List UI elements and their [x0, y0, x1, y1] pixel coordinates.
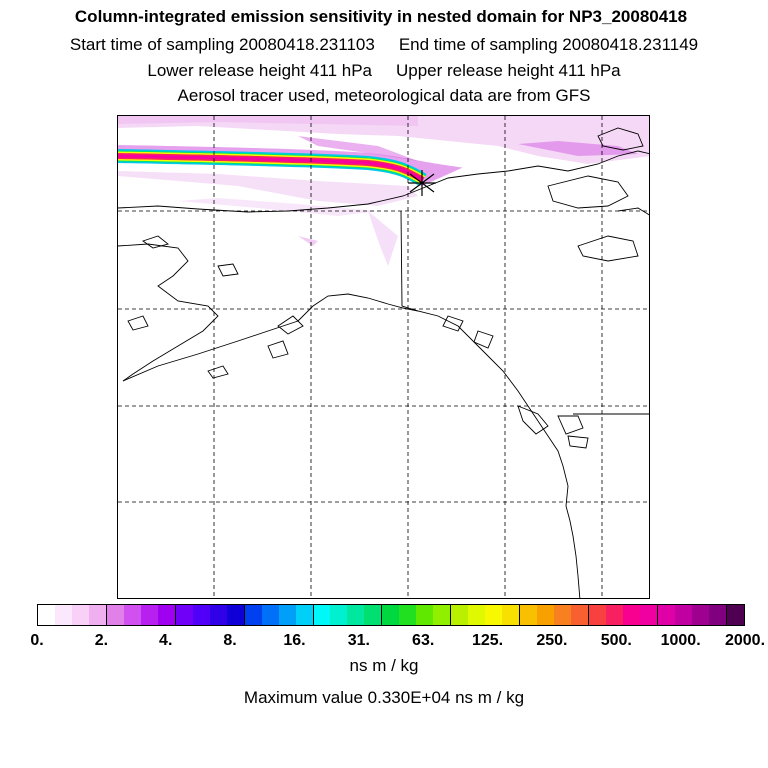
colorbar-tick-label: 4. [159, 632, 173, 649]
colorbar-tick-label: 63. [412, 632, 435, 649]
colorbar-swatch [382, 605, 400, 625]
colorbar-swatch [622, 605, 640, 625]
colorbar-swatch [71, 605, 89, 625]
colorbar-swatch [691, 605, 709, 625]
colorbar-swatch [295, 605, 314, 625]
colorbar-tick-label: 500. [600, 632, 632, 649]
sampling-times: Start time of sampling 20080418.231103 En… [0, 35, 768, 55]
start-time-label: Start time of sampling 20080418.231103 [69, 35, 375, 54]
colorbar-swatch [209, 605, 227, 625]
colorbar-swatch [244, 605, 262, 625]
colorbar-swatch [54, 605, 72, 625]
colorbar-swatch [278, 605, 296, 625]
colorbar-swatch [175, 605, 193, 625]
colorbar-swatch [433, 605, 452, 625]
colorbar-tick-label: 250. [536, 632, 568, 649]
colorbar-swatch [157, 605, 176, 625]
colorbar-swatch [502, 605, 521, 625]
colorbar-swatch [726, 605, 744, 625]
colorbar-swatch [674, 605, 692, 625]
colorbar-swatch [468, 605, 486, 625]
colorbar-swatch [192, 605, 210, 625]
colorbar-swatch [226, 605, 245, 625]
colorbar-swatch [520, 605, 538, 625]
colorbar-swatch [399, 605, 417, 625]
colorbar-swatch [639, 605, 658, 625]
colorbar-tick-label: 125. [471, 632, 504, 649]
release-point-star-icon [408, 170, 436, 196]
colorbar [37, 604, 745, 626]
plume-band [118, 145, 463, 187]
colorbar-tick-label: 2000. [724, 632, 766, 649]
map-panel [117, 115, 650, 599]
colorbar-swatch [605, 605, 623, 625]
aerosol-info: Aerosol tracer used, meteorological data… [177, 86, 591, 105]
colorbar-swatch [261, 605, 279, 625]
colorbar-tick-label: 31. [347, 632, 370, 649]
colorbar-swatch [140, 605, 158, 625]
maximum-value: Maximum value 0.330E+04 ns m / kg [243, 688, 525, 707]
colorbar-swatch [657, 605, 675, 625]
colorbar-swatch [537, 605, 555, 625]
graticule [118, 116, 649, 598]
colorbar-swatch [451, 605, 469, 625]
colorbar-swatch [313, 605, 331, 625]
colorbar-swatch [589, 605, 606, 625]
colorbar-swatch [38, 605, 55, 625]
colorbar-swatch [554, 605, 572, 625]
colorbar-swatch [88, 605, 107, 625]
colorbar-swatch [347, 605, 365, 625]
colorbar-swatch [364, 605, 383, 625]
upper-release-label: Upper release height 411 hPa [396, 61, 621, 80]
colorbar-tick-label: 2. [94, 632, 109, 649]
sensitivity-haze [118, 116, 649, 266]
colorbar-tick-label: 16. [283, 632, 306, 649]
colorbar-units: ns m / kg [349, 656, 419, 675]
colorbar-tick-label: 8. [223, 632, 237, 649]
colorbar-swatch [123, 605, 141, 625]
colorbar-swatch [485, 605, 503, 625]
coastlines [118, 127, 649, 598]
lower-release-label: Lower release height 411 hPa [147, 61, 372, 80]
colorbar-swatch [571, 605, 589, 625]
colorbar-swatch [106, 605, 124, 625]
colorbar-tick-label: 1000. [660, 632, 701, 649]
end-time-label: End time of sampling 20080418.231149 [398, 35, 699, 54]
plot-title: Column-integrated emission sensitivity i… [74, 7, 688, 26]
colorbar-swatch [708, 605, 727, 625]
colorbar-swatch [330, 605, 348, 625]
colorbar-swatch [416, 605, 434, 625]
colorbar-tick-label: 0. [30, 632, 44, 649]
map-svg [118, 116, 649, 598]
release-heights: Lower release height 411 hPa Upper releas… [0, 61, 768, 81]
